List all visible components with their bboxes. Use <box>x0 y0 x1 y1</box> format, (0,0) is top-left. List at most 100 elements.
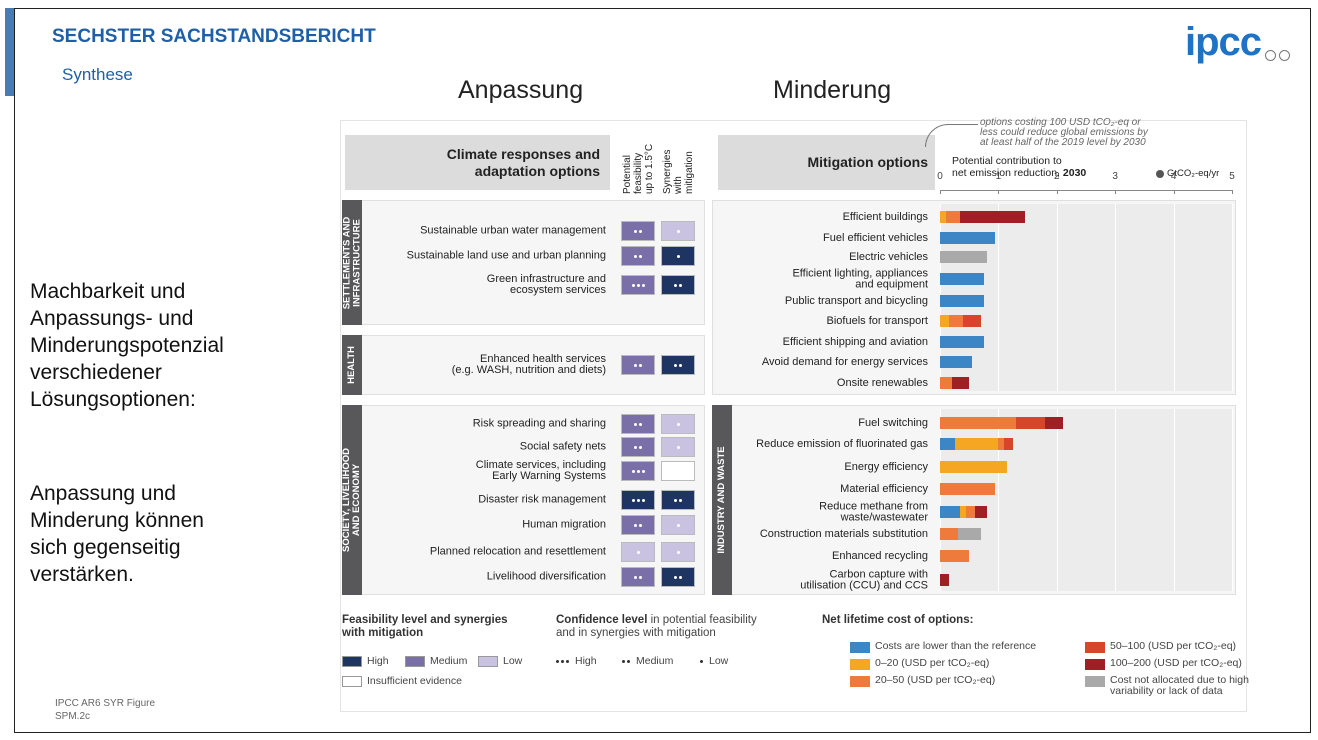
option-label: Material efficiency <box>840 482 928 495</box>
option-label: Enhanced health services (e.g. WASH, nut… <box>451 353 606 376</box>
confidence-dot <box>639 523 642 527</box>
option-label: Electric vehicles <box>849 250 928 263</box>
header-box <box>718 135 935 190</box>
option-label: Energy efficiency <box>844 460 928 473</box>
option-label: Carbon capture with utilisation (CCU) an… <box>800 568 928 591</box>
legend-label: Low <box>709 655 729 667</box>
grid-line <box>1056 409 1058 591</box>
tick-mark <box>1232 190 1233 194</box>
confidence-dot <box>674 283 677 287</box>
section-label: SOCIETY, LIVELIHOOD AND ECONOMY <box>341 448 362 552</box>
x-tick-label: 4 <box>1170 171 1177 182</box>
feasibility-cell <box>621 461 655 481</box>
tick-mark <box>1173 190 1175 194</box>
confidence-dot <box>674 363 677 367</box>
axis-title: Potential contribution to net emission r… <box>952 155 1086 179</box>
bar-segment <box>940 461 1008 473</box>
confidence-dot <box>631 283 635 287</box>
confidence-dot <box>676 550 680 554</box>
legend-dots <box>556 660 569 663</box>
confidence-dot <box>556 660 559 663</box>
option-label: Disaster risk management <box>478 493 606 506</box>
feasibility-cell <box>621 246 655 266</box>
bar-segment <box>966 506 976 518</box>
bar-segment <box>945 211 961 223</box>
legend-swatch <box>1085 642 1105 653</box>
confidence-dot <box>634 229 637 233</box>
side-text: Machbarkeit und Anpassungs- und Minderun… <box>30 280 224 411</box>
option-label: Reduce emission of fluorinated gas <box>756 437 928 450</box>
bar-segment <box>940 506 961 518</box>
feasibility-cell <box>621 515 655 535</box>
option-label: Onsite renewables <box>836 376 928 389</box>
confidence-dot <box>631 498 635 502</box>
option-label: Fuel switching <box>858 416 928 429</box>
option-label: Planned relocation and resettlement <box>429 545 606 558</box>
column-header: Synergies with mitigation <box>661 149 695 194</box>
logo-icon <box>1265 50 1276 61</box>
grid-line <box>1115 204 1117 391</box>
section-bar <box>342 405 362 595</box>
confidence-dot <box>679 363 682 367</box>
bar-segment <box>957 528 981 540</box>
x-tick-label: 5 <box>1229 171 1235 182</box>
annotation: options costing 100 USD tCO₂-eq or less … <box>980 117 1148 148</box>
legend-label: 0–20 (USD per tCO₂-eq) <box>875 657 990 669</box>
bar-segment <box>948 315 964 327</box>
bar-segment <box>940 438 955 450</box>
bar-segment <box>940 295 984 307</box>
legend-label: High <box>367 655 389 667</box>
feasibility-cell <box>621 490 655 510</box>
bar-segment <box>1004 438 1013 450</box>
confidence-dot <box>676 422 680 426</box>
heading-mitigation: Minderung <box>773 76 892 104</box>
tick-mark <box>1056 190 1058 194</box>
x-tick-label: 2 <box>1054 171 1060 182</box>
bar-segment <box>960 506 967 518</box>
legend-title-bold: Confidence level <box>556 614 648 626</box>
heading-adaptation: Anpassung <box>458 76 584 104</box>
legend-title: Confidence level in potential feasibilit… <box>556 614 757 640</box>
logo-icon <box>1279 50 1290 61</box>
confidence-dot <box>639 254 642 258</box>
grid-line <box>1232 409 1233 591</box>
confidence-dot <box>566 660 569 663</box>
confidence-dot <box>679 498 682 502</box>
legend-title-text: in potential feasibility and in synergie… <box>556 614 757 639</box>
legend-label: High <box>575 655 597 667</box>
option-label: Fuel efficient vehicles <box>823 231 928 244</box>
logo: ipcc <box>1185 20 1262 64</box>
option-label: Risk spreading and sharing <box>472 417 606 430</box>
legend-label: 20–50 (USD per tCO₂-eq) <box>875 674 996 686</box>
grid-line <box>1173 204 1175 391</box>
bar-segment <box>1015 417 1046 429</box>
confidence-dot <box>679 283 682 287</box>
legend-label: Medium <box>636 655 674 667</box>
accent-bar <box>5 8 14 96</box>
confidence-dot <box>631 469 635 473</box>
tick-mark <box>1115 190 1117 194</box>
feasibility-cell <box>661 221 695 241</box>
confidence-dot <box>639 363 642 367</box>
legend-dots <box>700 660 703 663</box>
grid-line <box>1056 204 1058 391</box>
confidence-dot <box>634 422 637 426</box>
legend-swatch <box>1085 659 1105 670</box>
legend-dots <box>622 660 630 663</box>
bar-segment <box>940 273 984 285</box>
section-bar <box>342 200 362 325</box>
unit-label: GtCO₂-eq/yr <box>1167 168 1220 179</box>
confidence-dot <box>679 575 682 579</box>
legend-swatch <box>850 676 870 687</box>
legend-swatch <box>405 656 425 667</box>
feasibility-cell <box>661 542 695 562</box>
confidence-dot <box>641 469 645 473</box>
feasibility-cell <box>621 437 655 457</box>
confidence-dot <box>641 283 645 287</box>
option-label: Reduce methane from waste/wastewater <box>819 500 928 523</box>
adaptation-title: Climate responses and adaptation options <box>446 146 600 179</box>
section-label: SETTLEMENTS AND INFRASTRUCTURE <box>341 216 362 309</box>
feasibility-cell <box>621 414 655 434</box>
bar-segment <box>975 506 987 518</box>
